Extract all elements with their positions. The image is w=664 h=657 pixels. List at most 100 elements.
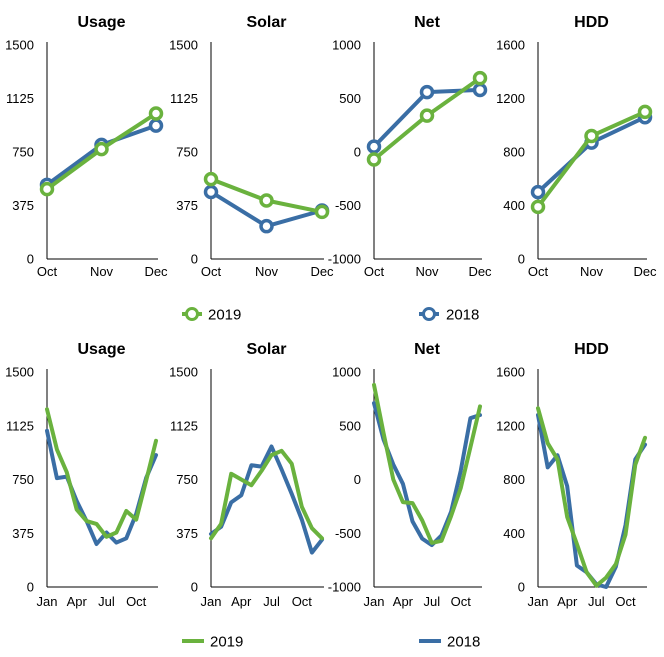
chart-title: Usage — [77, 341, 125, 358]
data-point-2019-oct[interactable] — [366, 152, 382, 167]
data-point-2019-oct[interactable] — [39, 181, 55, 197]
x-tick-label: Jul — [263, 594, 280, 609]
x-tick-label: Jul — [98, 594, 115, 609]
y-tick-label: 500 — [339, 91, 361, 106]
y-tick-label: 375 — [176, 198, 198, 213]
y-tick-label: 750 — [12, 145, 34, 160]
data-point-2018-nov[interactable] — [259, 218, 274, 234]
legend-item-2018-bottom[interactable]: 2018 — [419, 634, 480, 651]
x-tick-label: Nov — [90, 264, 114, 279]
legend-item-2018[interactable]: 2018 — [419, 307, 479, 324]
chart-q4-usage: Usage 0 375 750 1125 1500 Oct Nov Dec — [5, 14, 168, 279]
data-point-2018-dec[interactable] — [148, 118, 164, 133]
x-tick-label: Apr — [557, 594, 578, 609]
y-tick-label: 0 — [27, 252, 34, 267]
x-tick-label: Dec — [310, 264, 334, 279]
y-tick-label: -1000 — [328, 252, 361, 267]
y-tick-label: 400 — [503, 526, 525, 541]
legend-label-2019: 2019 — [208, 307, 241, 324]
y-tick-label: 1125 — [6, 91, 34, 106]
y-tick-label: 1500 — [169, 38, 198, 53]
legend-label-2018-bottom: 2018 — [447, 634, 480, 651]
chart-yr-usage: Usage 0 375 750 1125 1500 Jan Apr Jul Oct — [5, 341, 158, 609]
y-tick-label: 1500 — [5, 38, 34, 53]
chart-yr-hdd: HDD 0 400 800 1200 1600 Jan Apr Jul Oct — [496, 341, 647, 609]
data-point-2019-nov[interactable] — [419, 108, 435, 123]
x-tick-label: Apr — [231, 594, 252, 609]
chart-title: Net — [414, 14, 440, 31]
data-point-2019-dec[interactable] — [472, 70, 488, 86]
x-tick-label: Apr — [67, 594, 88, 609]
y-tick-label: -500 — [335, 526, 361, 541]
legend-swatch-2019-marker — [185, 307, 199, 321]
chart-title: Solar — [246, 14, 286, 31]
legend-item-2019-bottom[interactable]: 2019 — [182, 634, 243, 651]
data-point-2019-nov[interactable] — [94, 141, 109, 157]
y-tick-label: 0 — [354, 472, 361, 487]
top-row-charts: Usage 0 375 750 1125 1500 Oct Nov Dec Solar 0 375 75… — [5, 14, 657, 279]
x-tick-label: Nov — [415, 264, 439, 279]
data-point-2018-dec[interactable] — [472, 82, 488, 98]
y-tick-label: 1125 — [6, 418, 34, 433]
x-tick-label: Oct — [126, 594, 147, 609]
y-tick-label: 0 — [191, 580, 198, 595]
chart-q4-net: Net -1000 -500 0 500 1000 Oct Nov Dec — [328, 14, 492, 279]
data-point-2019-dec[interactable] — [148, 106, 164, 121]
chart-yr-net: Net -1000 -500 0 500 1000 Jan Apr Jul Oct — [328, 341, 482, 609]
series-line-2018 — [209, 444, 324, 555]
chart-title: Solar — [246, 341, 286, 358]
legend-swatch-2018-marker — [422, 307, 436, 321]
y-tick-label: 1600 — [496, 365, 525, 380]
data-point-2018-oct[interactable] — [530, 184, 546, 200]
y-tick-label: 500 — [339, 418, 361, 433]
legend-label-2019-bottom: 2019 — [210, 634, 243, 651]
top-legend: 2019 2018 — [182, 307, 479, 324]
x-tick-label: Oct — [451, 594, 472, 609]
data-point-2019-oct[interactable] — [530, 199, 546, 215]
y-tick-label: 375 — [176, 526, 198, 541]
x-tick-label: Oct — [615, 594, 636, 609]
bottom-legend: 2019 2018 — [182, 634, 480, 651]
y-tick-label: 800 — [503, 145, 525, 160]
x-tick-label: Nov — [255, 264, 279, 279]
y-tick-label: 1000 — [332, 365, 361, 380]
data-point-2019-nov[interactable] — [259, 193, 274, 208]
data-point-2019-dec[interactable] — [637, 104, 653, 120]
x-tick-label: Oct — [292, 594, 313, 609]
y-tick-label: 1500 — [169, 365, 198, 380]
data-point-2019-nov[interactable] — [584, 128, 599, 144]
legend-item-2019[interactable]: 2019 — [182, 307, 241, 324]
series-line-2018 — [536, 115, 647, 195]
x-tick-label: Jan — [528, 594, 549, 609]
data-point-2019-dec[interactable] — [314, 204, 330, 220]
x-tick-label: Jul — [588, 594, 605, 609]
x-tick-label: Oct — [364, 264, 385, 279]
x-tick-label: Oct — [201, 264, 222, 279]
x-tick-label: Dec — [633, 264, 657, 279]
x-tick-label: Apr — [393, 594, 414, 609]
series-line-2019 — [45, 407, 158, 539]
x-tick-label: Dec — [468, 264, 492, 279]
chart-title: Usage — [77, 14, 125, 31]
y-tick-label: 1000 — [332, 38, 361, 53]
y-tick-label: 1200 — [496, 418, 525, 433]
chart-title: Net — [414, 341, 440, 358]
data-point-2018-nov[interactable] — [419, 84, 435, 100]
y-tick-label: 1600 — [496, 38, 525, 53]
series-line-2019 — [536, 406, 647, 588]
data-point-2019-oct[interactable] — [203, 171, 219, 187]
chart-title: HDD — [574, 341, 609, 358]
chart-title: HDD — [574, 14, 609, 31]
data-point-2018-oct[interactable] — [366, 139, 382, 154]
y-tick-label: 400 — [503, 198, 525, 213]
y-tick-label: 0 — [518, 252, 525, 267]
y-tick-label: -500 — [335, 198, 361, 213]
legend-label-2018: 2018 — [446, 307, 479, 324]
chart-yr-solar: Solar 0 375 750 1125 1500 Jan Apr Jul Oct — [169, 341, 324, 609]
y-tick-label: 0 — [518, 580, 525, 595]
y-tick-label: 750 — [176, 145, 198, 160]
y-tick-label: -1000 — [328, 580, 361, 595]
data-point-2018-oct[interactable] — [203, 184, 219, 200]
bottom-row-charts: Usage 0 375 750 1125 1500 Jan Apr Jul Oct Solar 0 37… — [5, 341, 647, 609]
